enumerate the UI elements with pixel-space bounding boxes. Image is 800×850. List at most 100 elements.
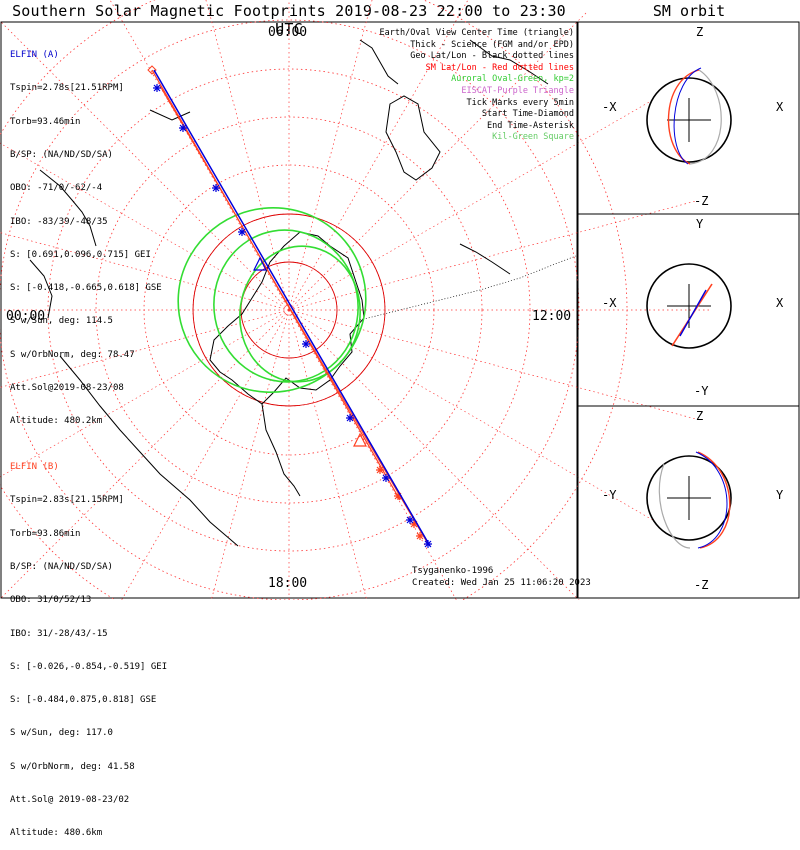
elfin-b-tick-mark [410, 520, 418, 528]
orbit-panel-xz: Z -Z -X X [578, 22, 800, 214]
elfin-a-line: Att.Sol@2019-08-23/08 [10, 383, 124, 393]
elfin-a-line: Altitude: 480.2km [10, 416, 103, 427]
elfin-a-orbit [673, 67, 702, 165]
elfin-b-line: B/SP: (NA/ND/SD/SA) [10, 562, 113, 573]
sm-longitude-line [288, 309, 457, 600]
elfin-a-line: S: [0.691,0.096,0.715] GEI [10, 249, 151, 260]
elfin-b-center-triangle [353, 432, 367, 447]
elfin-b-line: S w/Sun, deg: 117.0 [10, 728, 113, 739]
axis-label-right: Y [776, 488, 784, 502]
elfin-b-orbit [697, 451, 731, 549]
orbit-panel-frame-yz [577, 405, 800, 599]
sm-grid [0, 0, 709, 600]
orbit-path-gray [689, 69, 722, 165]
coastline [39, 169, 97, 247]
elfin-b-line: S: [-0.484,0.875,0.818] GSE [10, 695, 157, 706]
elfin-b-line: Torb=93.86min [10, 528, 81, 539]
axis-label-left: -X [602, 100, 617, 114]
elfin-b-tick-mark [376, 466, 384, 474]
elfin-a-tick-mark [179, 124, 187, 132]
elfin-b-line: Tspin=2.83s[21.15RPM] [10, 495, 124, 506]
legend-entry: Earth/Oval View Center Time (triangle) [379, 28, 574, 38]
geo-dotted-line [359, 255, 577, 321]
legend-entry: SM Lat/Lon - Red dotted lines [425, 62, 574, 73]
created-timestamp: Created: Wed Jan 25 11:06:20 2023 [412, 578, 591, 588]
coastline [209, 231, 365, 405]
legend-entry: Tick Marks every 5min [466, 97, 574, 108]
auroral-oval-inner [213, 229, 359, 383]
elfin-a-line: Tspin=2.78s[21.51RPM] [10, 83, 124, 94]
orbit-title: SM orbit [652, 2, 726, 20]
coastline [261, 403, 301, 497]
legend-entry: Start Time-Diamond [481, 109, 574, 120]
axis-label-bottom: -Y [694, 384, 709, 398]
elfin-b-info: ELFIN (B) Tspin=2.83s[21.15RPM] Torb=93.… [10, 440, 167, 850]
coastline [385, 95, 441, 181]
legend-entry: Geo Lat/Lon - Black dotted lines [410, 51, 574, 62]
axis-label-bottom: -Z [694, 578, 709, 592]
axis-label-top: Z [696, 409, 704, 423]
coastline [469, 39, 549, 85]
elfin-b-line: S w/OrbNorm, deg: 41.58 [10, 761, 135, 772]
elfin-a-tick-mark [153, 84, 161, 92]
legend-entry: Auroral Oval-Green, kp=2 [451, 74, 574, 85]
coastline [359, 39, 399, 85]
elfin-a-line: B/SP: (NA/ND/SD/SA) [10, 150, 113, 161]
elfin-a-tick-mark [406, 516, 414, 524]
elfin-a-line: OBO: -71/0/-62/-4 [10, 183, 103, 194]
elfin-a-orbit [679, 289, 707, 337]
elfin-a-line: IBO: -83/39/-48/35 [10, 216, 108, 227]
elfin-a-tick-mark [302, 340, 310, 348]
mlt-label-top: 06:00 [268, 25, 308, 40]
sm-latitude-ring [47, 68, 531, 552]
mlt-label-bottom: 18:00 [268, 576, 308, 591]
axis-label-bottom: -Z [694, 194, 709, 208]
auroral-oval-mid [239, 245, 361, 383]
legend-entry: End Time-Asterisk [487, 120, 574, 131]
elfin-a-tick-mark [382, 474, 390, 482]
elfin-a-line: S w/OrbNorm, deg: 78.47 [10, 349, 135, 360]
elfin-a-info: ELFIN (A) Tspin=2.78s[21.51RPM] Torb=93.… [10, 28, 162, 438]
axis-label-top: Y [696, 217, 704, 231]
elfin-b-line: OBO: 31/0/52/13 [10, 595, 92, 606]
elfin-a-line: S w/Sun, deg: 114.5 [10, 316, 113, 327]
coastline [29, 259, 53, 319]
sm-longitude-line [205, 0, 290, 311]
elfin-b-track [147, 65, 429, 545]
earth-outline [646, 455, 732, 541]
auroral-oval-outer [177, 207, 367, 393]
coastline [59, 355, 239, 547]
coastlines [29, 39, 577, 547]
legend-entry: EISCAT-Purple Triangle [461, 85, 574, 96]
earth-outline [646, 263, 732, 349]
sm-longitude-line [288, 309, 580, 600]
elfin-a-tick-mark [424, 540, 432, 548]
coastline [459, 243, 511, 275]
axis-label-right: X [776, 100, 784, 114]
plot-title: Southern Solar Magnetic Footprints 2019-… [12, 2, 566, 38]
elfin-a-center-triangle [253, 256, 267, 271]
elfin-a-orbit [695, 451, 728, 549]
coastline [149, 109, 191, 121]
orbit-panel-xy: Y -Y -X X [578, 214, 800, 406]
elfin-b-tick-mark [394, 492, 402, 500]
orbit-path-gray [658, 463, 691, 549]
axis-label-top: Z [696, 25, 704, 39]
auroral-oval [177, 207, 367, 393]
elfin-b-line: Altitude: 480.6km [10, 828, 103, 839]
elfin-b-start-diamond [147, 65, 157, 75]
sm-latitude-ring [0, 19, 580, 600]
sm-longitude-line [210, 309, 290, 600]
mlt-label-right: 12:00 [532, 309, 572, 324]
axis-label-left: -X [602, 296, 617, 310]
elfin-a-tick-mark [346, 414, 354, 422]
elfin-a-tick-mark [238, 228, 246, 236]
footprint-polar-plot [0, 0, 800, 600]
elfin-a-track [153, 69, 432, 548]
elfin-b-line: IBO: 31/-28/43/-15 [10, 628, 108, 639]
orbit-panel-yz: Z -Z -Y Y [578, 406, 800, 598]
elfin-a-tick-mark [212, 184, 220, 192]
elfin-b-label: ELFIN (B) [10, 462, 59, 473]
sm-latitude-ring [95, 116, 483, 504]
elfin-b-line: S: [-0.026,-0.854,-0.519] GEI [10, 661, 168, 672]
